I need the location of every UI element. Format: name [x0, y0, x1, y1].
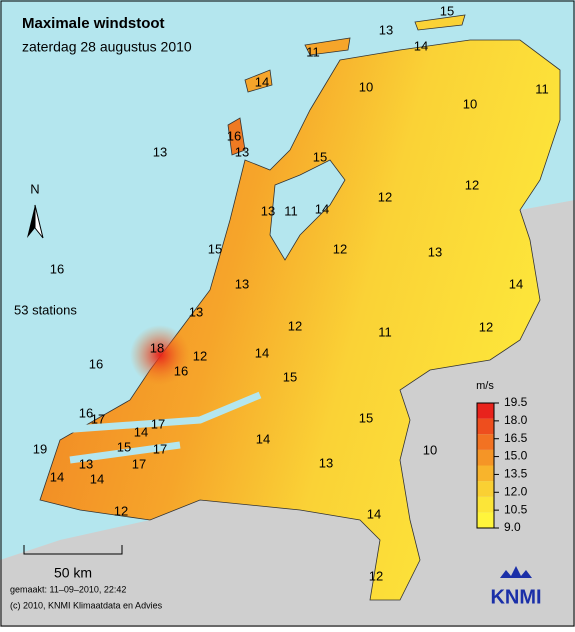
legend-tick-label: 10.5 [504, 502, 528, 516]
station-value: 14 [315, 201, 329, 216]
crown [500, 566, 532, 578]
copyright: (c) 2010, KNMI Klimaatdata en Advies [10, 600, 163, 610]
station-value: 16 [89, 356, 103, 371]
station-value: 14 [255, 74, 269, 89]
station-value: 12 [333, 241, 347, 256]
island [244, 69, 273, 93]
station-value: 12 [378, 189, 392, 204]
station-value: 17 [153, 441, 167, 456]
island [304, 37, 351, 56]
title: Maximale windstoot [22, 15, 165, 32]
legend-tick-label: 13.5 [504, 467, 528, 481]
legend-swatch [477, 465, 494, 482]
station-value: 16 [174, 363, 188, 378]
legend-tick-label: 16.5 [504, 431, 528, 445]
legend-swatch [477, 418, 494, 435]
station-value: 12 [465, 177, 479, 192]
legend-swatch [477, 434, 494, 450]
island [227, 117, 246, 156]
station-value: 15 [283, 369, 297, 384]
station-value: 14 [134, 424, 148, 439]
legend-tick-label: 12.0 [504, 484, 528, 498]
legend-tick-label: 19.5 [504, 395, 528, 409]
station-value: 12 [193, 348, 207, 363]
land-abroad [0, 200, 575, 627]
ijsselmeer [269, 159, 346, 261]
station-value: 14 [50, 469, 64, 484]
station-value: 13 [235, 276, 249, 291]
legend-swatch [477, 481, 494, 497]
north-arrow [34, 204, 44, 239]
station-value: 13 [319, 455, 333, 470]
hotspot [130, 325, 190, 385]
station-value: 13 [79, 456, 93, 471]
station-value: 15 [313, 149, 327, 164]
station-value: 12 [288, 318, 302, 333]
estuary [59, 391, 262, 464]
station-value: 10 [359, 79, 373, 94]
station-value: 15 [117, 439, 131, 454]
station-value: 11 [535, 81, 549, 96]
legend-tick-label: 9.0 [504, 520, 521, 534]
station-value: 16 [79, 405, 93, 420]
legend-unit: m/s [476, 380, 494, 392]
logo: KNMI [490, 586, 541, 608]
subtitle: zaterdag 28 augustus 2010 [22, 39, 192, 55]
station-value: 14 [509, 276, 523, 291]
legend-swatch [477, 496, 494, 513]
station-value: 14 [255, 345, 269, 360]
station-value: 10 [423, 442, 437, 457]
station-value: 10 [463, 96, 477, 111]
station-value: 12 [114, 503, 128, 518]
netherlands [39, 39, 561, 601]
legend-swatch [477, 449, 494, 466]
station-value: 16 [50, 261, 64, 276]
station-value: 15 [359, 410, 373, 425]
station-value: 15 [440, 3, 454, 18]
legend-tick-label: 15.0 [504, 449, 528, 463]
station-value: 18 [150, 340, 164, 355]
station-value: 19 [33, 441, 47, 456]
north-arrow [27, 205, 35, 238]
station-value: 14 [367, 506, 381, 521]
legend-tick-label: 18.0 [504, 413, 528, 427]
station-value: 13 [235, 144, 249, 159]
station-value: 12 [369, 568, 383, 583]
made: gemaakt: 11–09–2010, 22:42 [10, 584, 126, 594]
station-value: 13 [428, 244, 442, 259]
station-value: 15 [208, 241, 222, 256]
north-label: N [30, 181, 39, 196]
station-value: 14 [256, 431, 270, 446]
station-value: 14 [414, 38, 428, 53]
station-value: 17 [91, 411, 105, 426]
station-value: 12 [479, 319, 493, 334]
station-value: 16 [227, 128, 241, 143]
station-value: 13 [189, 304, 203, 319]
station-value: 13 [261, 203, 275, 218]
station-value: 17 [151, 416, 165, 431]
station-value: 17 [132, 456, 146, 471]
station-value: 11 [306, 44, 320, 59]
scale-bar [23, 545, 123, 555]
station-value: 11 [378, 324, 392, 339]
island [414, 14, 466, 31]
station-value: 13 [153, 144, 167, 159]
legend-frame [476, 402, 495, 529]
scale-label: 50 km [54, 565, 92, 581]
stations: 53 stations [14, 302, 77, 317]
station-value: 11 [284, 203, 298, 218]
station-value: 13 [379, 22, 393, 37]
station-value: 14 [90, 471, 104, 486]
legend-swatch [477, 512, 494, 528]
legend-swatch [477, 403, 494, 419]
